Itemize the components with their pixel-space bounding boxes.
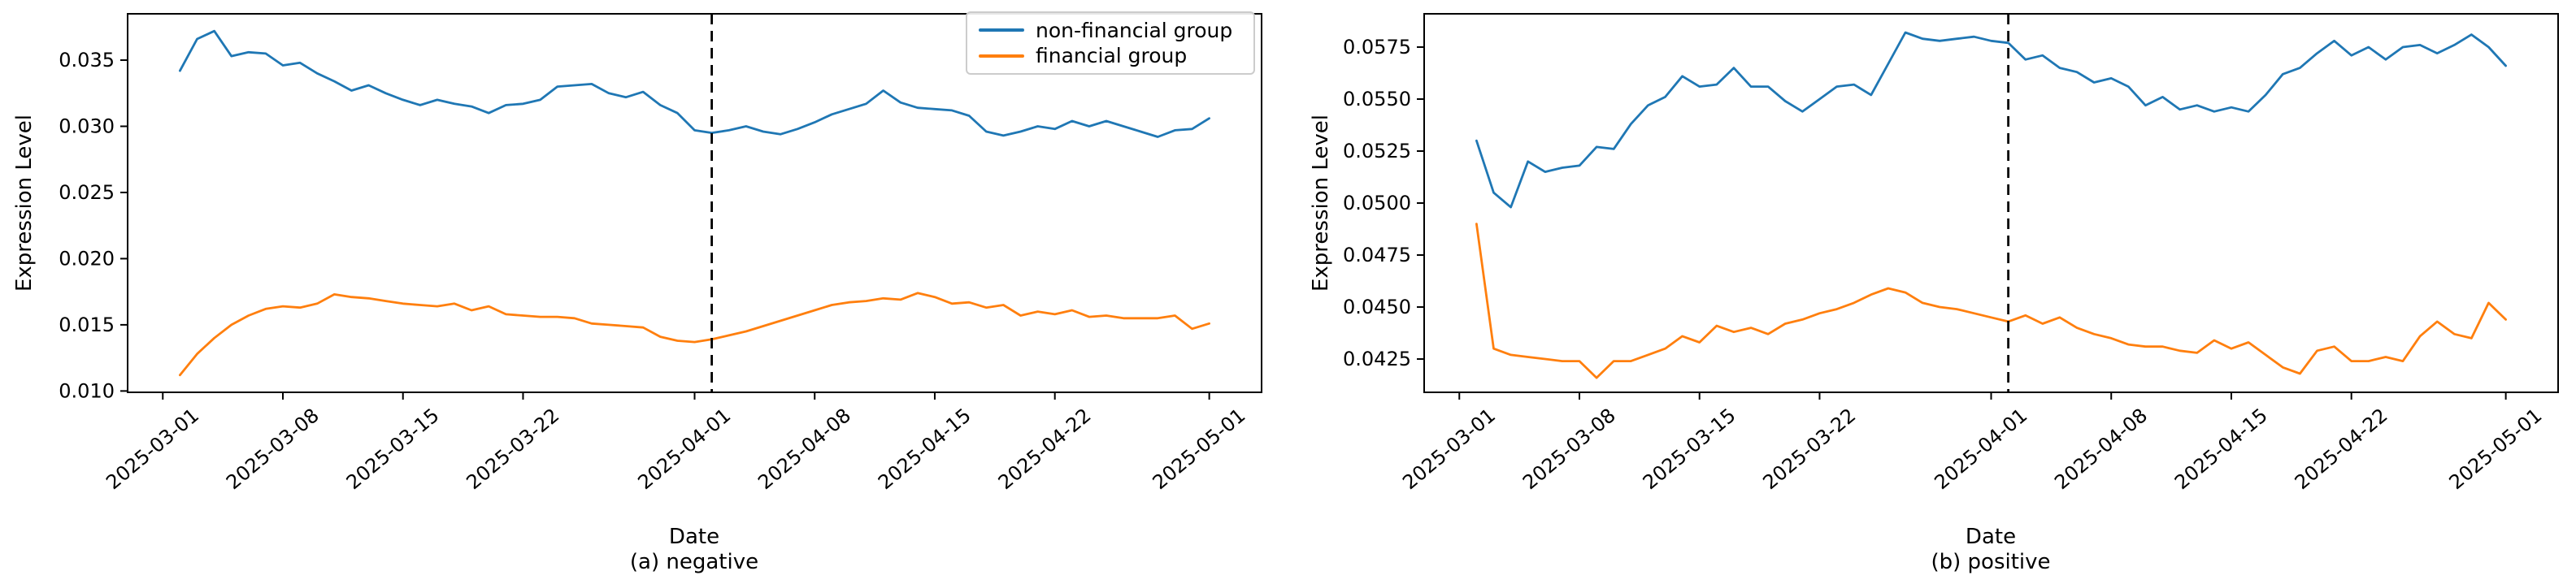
- x-axis-label-positive: Date: [1965, 525, 2017, 549]
- y-tick-label: 0.0450: [1343, 296, 1411, 318]
- y-tick-label: 0.030: [59, 115, 115, 137]
- y-tick-label: 0.0500: [1343, 192, 1411, 214]
- series-line-non-financial-group: [178, 29, 1210, 138]
- x-tick-label: 2025-04-22: [2291, 404, 2392, 494]
- x-tick-label: 2025-05-01: [1149, 404, 1250, 494]
- axes-frame: [1423, 13, 2559, 393]
- x-tick-label: 2025-03-22: [462, 404, 563, 494]
- y-tick-label: 0.0475: [1343, 244, 1411, 266]
- y-tick-label: 0.010: [59, 379, 115, 402]
- y-tick-label: 0.015: [59, 314, 115, 336]
- x-tick-label: 2025-05-01: [2445, 404, 2547, 494]
- series-line-financial-group: [1475, 223, 2508, 379]
- x-tick-label: 2025-04-15: [2170, 404, 2272, 494]
- x-tick-label: 2025-03-15: [1639, 404, 1740, 494]
- x-tick-label: 2025-03-08: [1518, 404, 1620, 494]
- x-tick-label: 2025-03-22: [1758, 404, 1860, 494]
- y-tick-label: 0.020: [59, 247, 115, 270]
- panel-caption-positive: (b) positive: [1931, 550, 2051, 574]
- series-line-non-financial-group: [1475, 31, 2508, 209]
- x-axis-label-negative: Date: [668, 525, 720, 549]
- x-tick-label: 2025-03-08: [222, 404, 324, 494]
- panel-caption-negative: (a) negative: [629, 550, 759, 574]
- legend-label-non-financial: non-financial group: [1036, 18, 1233, 42]
- legend-line-swatch-non-financial: [979, 28, 1024, 32]
- legend-item-non-financial: non-financial group: [979, 19, 1242, 42]
- legend-label-financial: financial group: [1036, 44, 1188, 68]
- y-axis-label-negative: Expression Level: [12, 114, 37, 292]
- legend-item-financial: financial group: [979, 44, 1242, 67]
- y-axis-label-positive: Expression Level: [1309, 114, 1333, 292]
- legend: non-financial group financial group: [966, 11, 1255, 75]
- y-tick-label: 0.0550: [1343, 88, 1411, 110]
- x-tick-label: 2025-04-08: [754, 404, 855, 494]
- y-tick-label: 0.0525: [1343, 140, 1411, 162]
- y-tick-label: 0.0425: [1343, 348, 1411, 370]
- x-tick-label: 2025-04-01: [634, 404, 736, 494]
- x-tick-label: 2025-04-15: [874, 404, 975, 494]
- x-tick-label: 2025-03-15: [342, 404, 444, 494]
- x-tick-label: 2025-04-01: [1931, 404, 2032, 494]
- x-tick-label: 2025-03-01: [102, 404, 203, 494]
- y-tick-label: 0.0575: [1343, 36, 1411, 58]
- series-line-financial-group: [178, 292, 1210, 377]
- x-tick-label: 2025-04-08: [2050, 404, 2152, 494]
- y-tick-label: 0.025: [59, 181, 115, 204]
- x-tick-label: 2025-03-01: [1398, 404, 1500, 494]
- y-tick-label: 0.035: [59, 49, 115, 71]
- legend-line-swatch-financial: [979, 54, 1024, 58]
- x-tick-label: 2025-04-22: [994, 404, 1096, 494]
